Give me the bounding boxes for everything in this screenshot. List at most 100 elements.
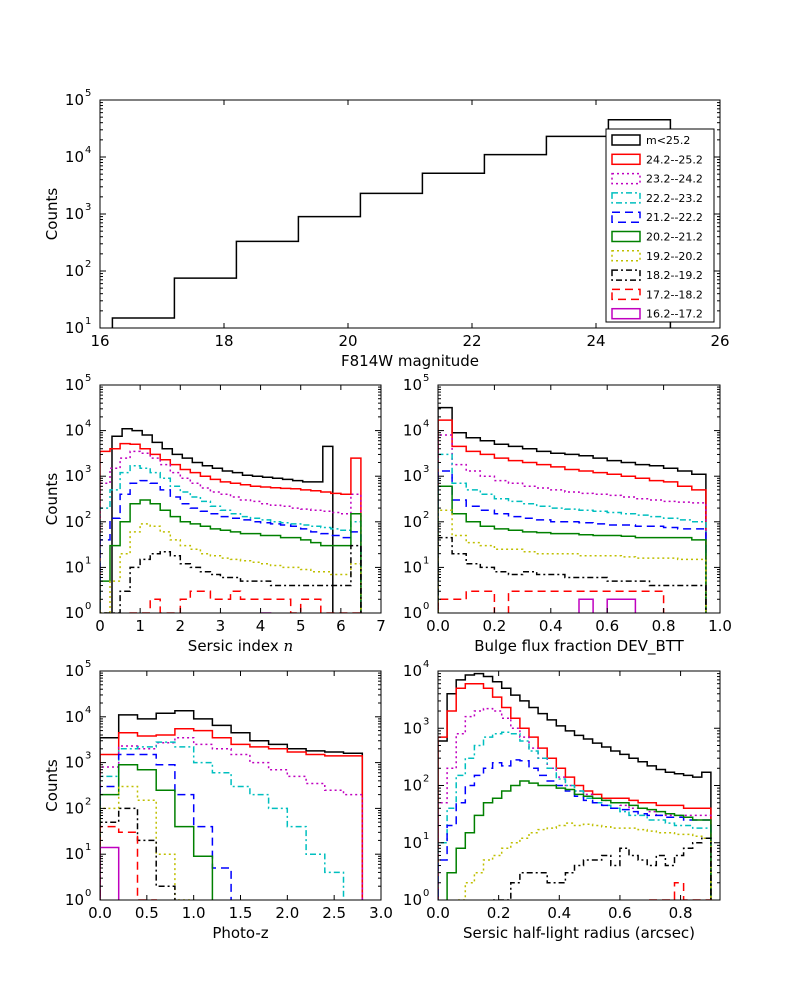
y-tick-exponent: 3 [85,464,91,475]
y-tick-label: 10 [65,513,84,531]
y-tick-label: 10 [65,891,84,909]
legend-label: 23.2--24.2 [646,173,703,186]
y-tick-label: 10 [65,799,84,817]
series-20-2-21-2-line [100,763,214,900]
y-tick-exponent: 1 [85,316,91,327]
y-tick-label: 10 [403,422,422,440]
series-group [438,672,712,900]
series-24-2-25-2-line [100,727,364,900]
y-tick-exponent: 2 [423,774,429,785]
legend-label: 16.2--17.2 [646,308,703,321]
y-tick-label: 10 [65,205,84,223]
y-tick-label: 10 [65,845,84,863]
legend-label: 21.2--22.2 [646,211,703,224]
x-tick-label: 0.2 [482,617,506,635]
series-18-2-19-2-line [438,536,707,613]
y-tick-exponent: 0 [423,601,429,612]
series-18-2-19-2-line [100,807,176,900]
x-tick-label: 0.5 [135,904,159,922]
x-tick-label: 5 [296,617,306,635]
x-tick-label: 1.5 [229,904,253,922]
y-tick-exponent: 5 [85,659,91,670]
series-m-25-2-line [438,406,707,613]
series-23-2-24-2-line [100,450,362,613]
x-tick-label: 0.4 [539,617,563,635]
x-tick-label: 2.0 [275,904,299,922]
x-tick-label: 24 [586,332,605,350]
y-axis-label: Counts [43,473,61,526]
y-tick-label: 10 [65,708,84,726]
y-tick-exponent: 3 [85,751,91,762]
legend-swatch [611,172,641,185]
series-17-2-18-2-line [438,590,665,613]
x-tick-label: 0.0 [88,904,112,922]
y-tick-label: 10 [65,91,84,109]
series-22-2-23-2-line [100,741,345,900]
x-tick-label: 4 [256,617,266,635]
series-19-2-20-2-line [100,523,362,613]
series-21-2-22-2-line [438,470,707,613]
axes-frame [99,670,382,901]
x-tick-label: 0.6 [608,904,632,922]
x-tick-label: 18 [214,332,233,350]
series-group [438,406,707,613]
y-tick-exponent: 4 [85,145,91,156]
y-tick-exponent: 0 [85,888,91,899]
y-axis-label: Counts [43,188,61,241]
y-tick-exponent: 2 [85,259,91,270]
series-23-2-24-2-line [438,707,712,900]
y-tick-label: 10 [65,558,84,576]
x-axis-label: Photo-z [212,924,268,942]
y-tick-exponent: 1 [423,831,429,842]
y-tick-exponent: 4 [423,659,429,670]
legend-swatch [611,230,641,243]
x-tick-label: 0.6 [595,617,619,635]
axes-frame [437,384,721,614]
y-tick-exponent: 2 [423,510,429,521]
y-tick-exponent: 5 [85,373,91,384]
series-20-2-21-2-line [438,485,707,613]
y-tick-label: 10 [403,719,422,737]
x-axis-label-text: Sersic index [188,637,279,655]
x-tick-label: 22 [462,332,481,350]
series-m-25-2-line [111,427,334,613]
y-tick-exponent: 3 [423,716,429,727]
y-tick-label: 10 [65,319,84,337]
series-group [100,710,364,900]
legend-frame [605,128,715,323]
y-tick-label: 10 [403,834,422,852]
series-24-2-25-2-line [438,682,712,900]
x-tick-label: 0.0 [426,904,450,922]
legend-label: 17.2--18.2 [646,288,703,301]
x-axis-label: Bulge flux fraction DEV_BTT [474,637,684,656]
legend-swatch [611,288,641,301]
x-tick-label: 26 [710,332,729,350]
series-17-2-18-2-line [646,882,712,900]
x-tick-label: 6 [336,617,346,635]
y-axis-label: Counts [43,759,61,812]
x-tick-label: 0.8 [669,904,693,922]
y-tick-label: 10 [403,604,422,622]
axes-frame [99,384,382,614]
legend-swatch [611,211,641,223]
x-tick-label: 1 [135,617,145,635]
y-tick-exponent: 1 [85,842,91,853]
y-tick-exponent: 3 [85,202,91,213]
series-18-2-19-2-line [100,544,362,613]
series-22-2-23-2-line [438,731,712,900]
legend-label: 19.2--20.2 [646,250,703,263]
legend-swatch [611,134,641,146]
y-tick-label: 10 [65,467,84,485]
legend-swatch [611,153,641,166]
series-19-2-20-2-line [438,509,707,613]
y-tick-label: 10 [403,662,422,680]
x-tick-label: 0.8 [652,617,676,635]
y-tick-exponent: 2 [85,510,91,521]
y-tick-label: 10 [403,467,422,485]
y-tick-label: 10 [65,604,84,622]
series-m-25-2-line [100,710,364,900]
series-21-2-22-2-line [100,479,362,613]
